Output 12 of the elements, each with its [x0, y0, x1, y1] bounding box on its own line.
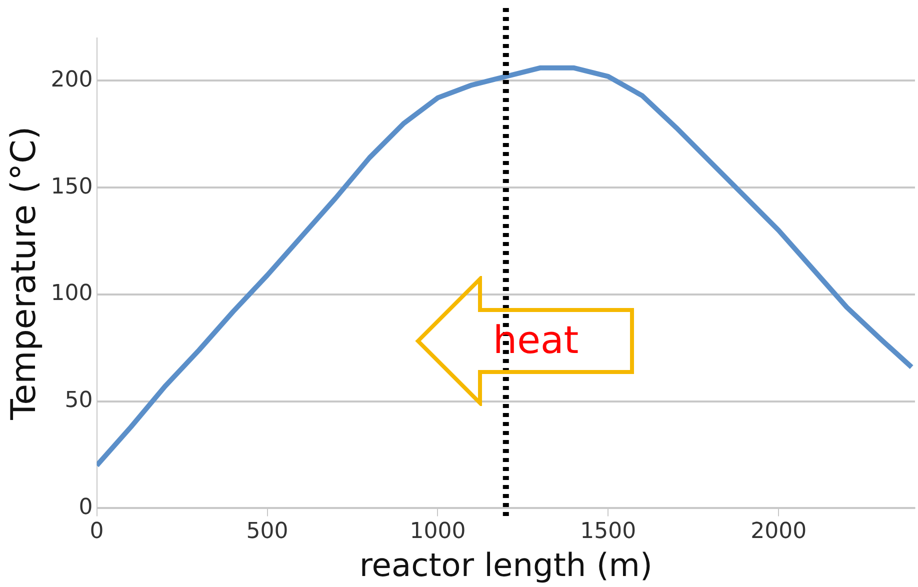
x-tick-label: 500 — [246, 519, 288, 544]
y-tick-label: 100 — [50, 281, 93, 306]
y-tick-label: 150 — [50, 174, 93, 200]
y-tick-label: 0 — [78, 494, 93, 520]
x-tick-label: 1000 — [410, 519, 466, 544]
y-tick-label: 50 — [64, 388, 93, 414]
x-axis-title: reactor length (m) — [359, 546, 652, 584]
x-tick-label: 1500 — [580, 519, 636, 544]
y-tick-label: 200 — [50, 67, 93, 92]
annotation: heat — [493, 318, 579, 362]
x-tick-label: 2000 — [750, 519, 807, 544]
y-axis-title: Temperature (°C) — [4, 126, 44, 421]
